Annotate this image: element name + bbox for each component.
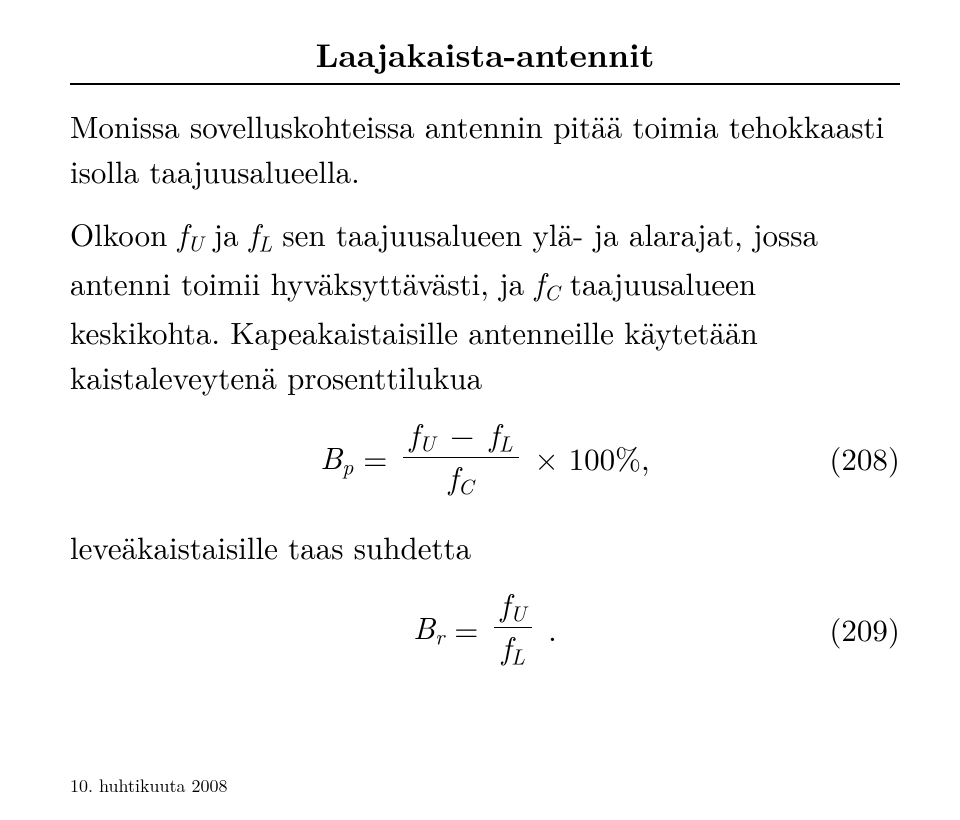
eq209-bar bbox=[494, 627, 532, 628]
equation-208: Bp = fU − fL fC × 100%, bbox=[320, 417, 649, 498]
eq208-num: fU − fL bbox=[403, 417, 518, 455]
eq208-Bp-sub: p bbox=[342, 451, 353, 481]
eq209-den-fL-sub: L bbox=[511, 642, 525, 672]
eq209-num-fU-sub: U bbox=[510, 598, 526, 628]
paragraph-1: Monissa sovelluskohteissa antennin pitää… bbox=[70, 103, 900, 193]
sym-fL-base: f bbox=[249, 211, 259, 255]
eq208-100pct: 100%, bbox=[569, 435, 650, 479]
eq209-den-fL: f bbox=[502, 624, 512, 668]
eq208-den-fC: f bbox=[448, 454, 458, 498]
eq209-Br-base: B bbox=[413, 604, 435, 648]
equation-209-number: (209) bbox=[829, 606, 900, 650]
paragraph-1-text: Monissa sovelluskohteissa antennin pitää… bbox=[70, 103, 884, 192]
eq209-eq: = bbox=[454, 606, 478, 650]
eq209-Br-sub: r bbox=[435, 621, 444, 651]
paragraph-2: Olkoon fU ja fL sen taajuusalueen ylä- j… bbox=[70, 211, 900, 399]
eq208-den: fC bbox=[442, 460, 479, 498]
page-title: Laajakaista-antennit bbox=[70, 30, 900, 77]
p2-b: ja bbox=[203, 211, 249, 255]
eq208-num-fU-sub: U bbox=[419, 428, 435, 458]
eq208-Bp: Bp bbox=[320, 434, 353, 481]
eq209-fraction: fU fL bbox=[494, 587, 532, 668]
sym-fC-base: f bbox=[535, 260, 545, 304]
sym-fC: fC bbox=[535, 260, 560, 304]
page: Laajakaista-antennit Monissa sovelluskoh… bbox=[0, 0, 960, 820]
eq209-Br: Br bbox=[413, 604, 444, 651]
eq208-den-fC-sub: C bbox=[458, 471, 474, 501]
sym-fL-sub: L bbox=[259, 228, 273, 258]
paragraph-3: leveäkaistaisille taas suhdetta bbox=[70, 524, 900, 569]
eq208-num-fL-sub: L bbox=[499, 428, 513, 458]
title-rule bbox=[70, 83, 900, 85]
eq208-Bp-base: B bbox=[320, 434, 342, 478]
equation-208-number: (208) bbox=[829, 435, 900, 479]
eq209-den: fL bbox=[496, 630, 531, 668]
equation-209: Br = fU fL . bbox=[413, 587, 556, 668]
footer-date: 10. huhtikuuta 2008 bbox=[70, 773, 228, 798]
sym-fU-base: f bbox=[178, 211, 188, 255]
eq209-num-fU: f bbox=[500, 581, 510, 625]
p2-a: Olkoon bbox=[70, 211, 178, 255]
equation-209-row: Br = fU fL . (209) bbox=[70, 587, 900, 668]
eq208-minus: − bbox=[446, 411, 478, 455]
eq209-dot: . bbox=[548, 606, 557, 650]
eq208-num-fU: f bbox=[409, 411, 419, 455]
eq208-times: × bbox=[535, 435, 559, 479]
sym-fL: fL bbox=[249, 211, 272, 255]
sym-fU-sub: U bbox=[187, 228, 203, 258]
sym-fC-sub: C bbox=[544, 277, 560, 307]
eq209-num: fU bbox=[494, 587, 532, 625]
equation-208-row: Bp = fU − fL fC × 100%, (208) bbox=[70, 417, 900, 498]
eq208-fraction: fU − fL fC bbox=[403, 417, 518, 498]
eq208-eq: = bbox=[363, 435, 387, 479]
eq208-bar bbox=[403, 457, 518, 458]
sym-fU: fU bbox=[178, 211, 204, 255]
eq208-num-fL: f bbox=[489, 411, 499, 455]
